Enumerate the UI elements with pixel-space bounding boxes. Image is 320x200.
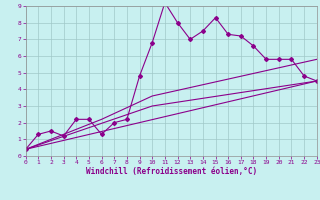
X-axis label: Windchill (Refroidissement éolien,°C): Windchill (Refroidissement éolien,°C) [86,167,257,176]
